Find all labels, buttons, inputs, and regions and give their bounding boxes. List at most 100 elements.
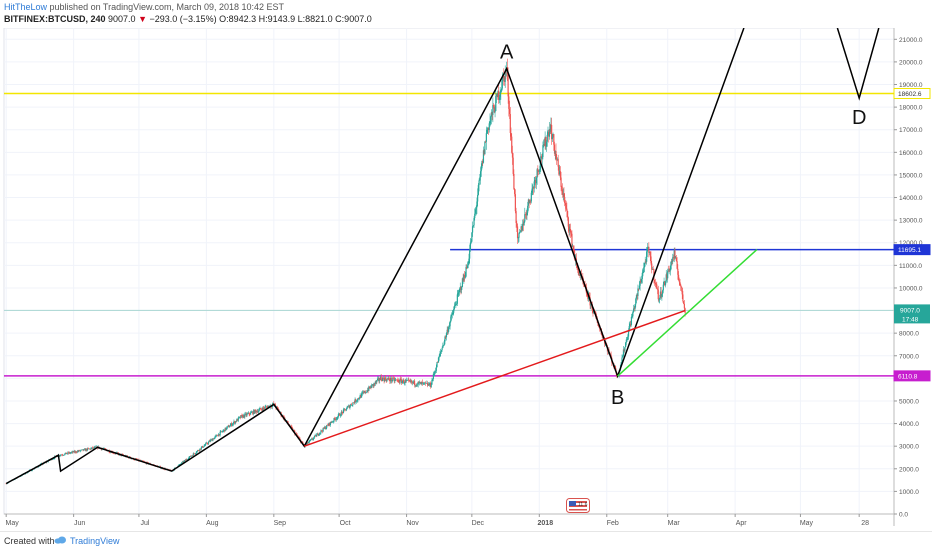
- candle-body: [311, 438, 313, 440]
- candle-body: [629, 324, 631, 327]
- candle-body: [262, 407, 264, 411]
- candle-body: [527, 205, 529, 213]
- candle-body: [259, 408, 261, 410]
- candle-body: [535, 180, 537, 184]
- candle-body: [426, 383, 428, 384]
- candle-body: [438, 356, 440, 358]
- candle-body: [639, 280, 641, 286]
- candle-body: [448, 326, 450, 328]
- candle-body: [630, 324, 632, 325]
- candle-body: [390, 377, 392, 382]
- candle-body: [260, 408, 262, 410]
- candle-body: [67, 452, 70, 454]
- candle-body: [622, 349, 625, 357]
- candle-body: [355, 400, 358, 402]
- candle-body: [256, 411, 258, 413]
- candle-body: [325, 427, 327, 429]
- candle-body: [514, 194, 516, 212]
- candle-body: [409, 380, 411, 382]
- candle-body: [450, 316, 452, 322]
- candle-body: [406, 380, 408, 381]
- candle-body: [417, 381, 419, 385]
- candle-body: [215, 435, 218, 436]
- candle-body: [654, 279, 656, 283]
- candle-body: [412, 381, 414, 383]
- candle-body: [566, 208, 568, 212]
- candle-body: [452, 312, 454, 315]
- candle-body: [523, 221, 525, 226]
- candle-body: [62, 455, 64, 456]
- candle-body: [638, 285, 641, 290]
- candle-body: [133, 459, 136, 461]
- candle-body: [92, 447, 94, 449]
- candle-body: [434, 370, 437, 372]
- candle-body: [683, 301, 685, 304]
- candle-body: [191, 455, 193, 457]
- candle-body: [559, 171, 561, 175]
- candle-body: [652, 269, 654, 270]
- candle-body: [313, 435, 316, 438]
- candle-body: [192, 453, 194, 456]
- candle-body: [668, 268, 670, 272]
- author-link[interactable]: HitTheLow: [4, 2, 48, 12]
- candle-body: [349, 405, 351, 408]
- candle-body: [382, 377, 384, 382]
- candle-body: [468, 258, 470, 264]
- candle-body: [659, 297, 661, 299]
- pattern-label-b: B: [611, 387, 624, 409]
- candle-body: [65, 452, 67, 455]
- drawings: [5, 28, 880, 485]
- candle-body: [537, 169, 539, 172]
- candle-body: [203, 445, 205, 447]
- candle-body: [329, 422, 331, 426]
- candle-body: [522, 223, 524, 231]
- candle-body: [341, 411, 343, 413]
- candle-body: [181, 461, 184, 463]
- price-tick-label: 13000.0: [899, 218, 923, 225]
- candle-body: [634, 304, 636, 310]
- candle-body: [537, 171, 540, 172]
- level-badge-label: 6110.8: [898, 373, 918, 380]
- candle-body: [308, 440, 310, 443]
- candle-body: [683, 303, 685, 309]
- level-badge: [893, 87, 931, 99]
- candle-body: [327, 424, 329, 426]
- candle-body: [382, 377, 384, 379]
- candle-body: [323, 427, 325, 429]
- candle-body: [374, 383, 376, 384]
- candle-body: [498, 97, 501, 100]
- candle-body: [423, 382, 425, 384]
- candle-body: [464, 276, 466, 278]
- symbol-label[interactable]: BITFINEX:BTCUSD, 240: [4, 14, 106, 24]
- candle-body: [64, 453, 66, 455]
- candle-body: [658, 298, 660, 300]
- tradingview-link[interactable]: TradingView: [70, 536, 120, 546]
- candle-body: [234, 421, 236, 424]
- candle-body: [493, 107, 495, 113]
- price-tick-label: 20000.0: [899, 59, 923, 66]
- candle-body: [308, 442, 310, 444]
- candle-body: [488, 123, 490, 131]
- candle-body: [500, 88, 503, 91]
- candle-body: [565, 205, 567, 209]
- candle-body: [367, 390, 369, 391]
- candle-body: [466, 265, 469, 269]
- price-tick-label: 15000.0: [899, 172, 923, 179]
- candle-body: [193, 453, 195, 455]
- candle-body: [254, 409, 256, 414]
- candle-body: [198, 450, 200, 452]
- price-chart[interactable]: 0.01000.02000.03000.04000.05000.06000.07…: [0, 28, 932, 531]
- candle-body: [462, 278, 464, 281]
- candle-body: [579, 273, 581, 276]
- symbol-line: BITFINEX:BTCUSD, 240 9007.0 ▼ −293.0 (−3…: [4, 14, 372, 25]
- candle-body: [560, 177, 562, 187]
- candle-body: [467, 263, 469, 266]
- candle-body: [309, 440, 311, 441]
- candle-body: [646, 251, 648, 262]
- candle-body: [202, 446, 204, 448]
- candle-body: [470, 241, 472, 243]
- candle-body: [403, 382, 405, 384]
- candle-body: [245, 413, 247, 416]
- candle-body: [407, 379, 409, 381]
- candle-body: [511, 136, 513, 153]
